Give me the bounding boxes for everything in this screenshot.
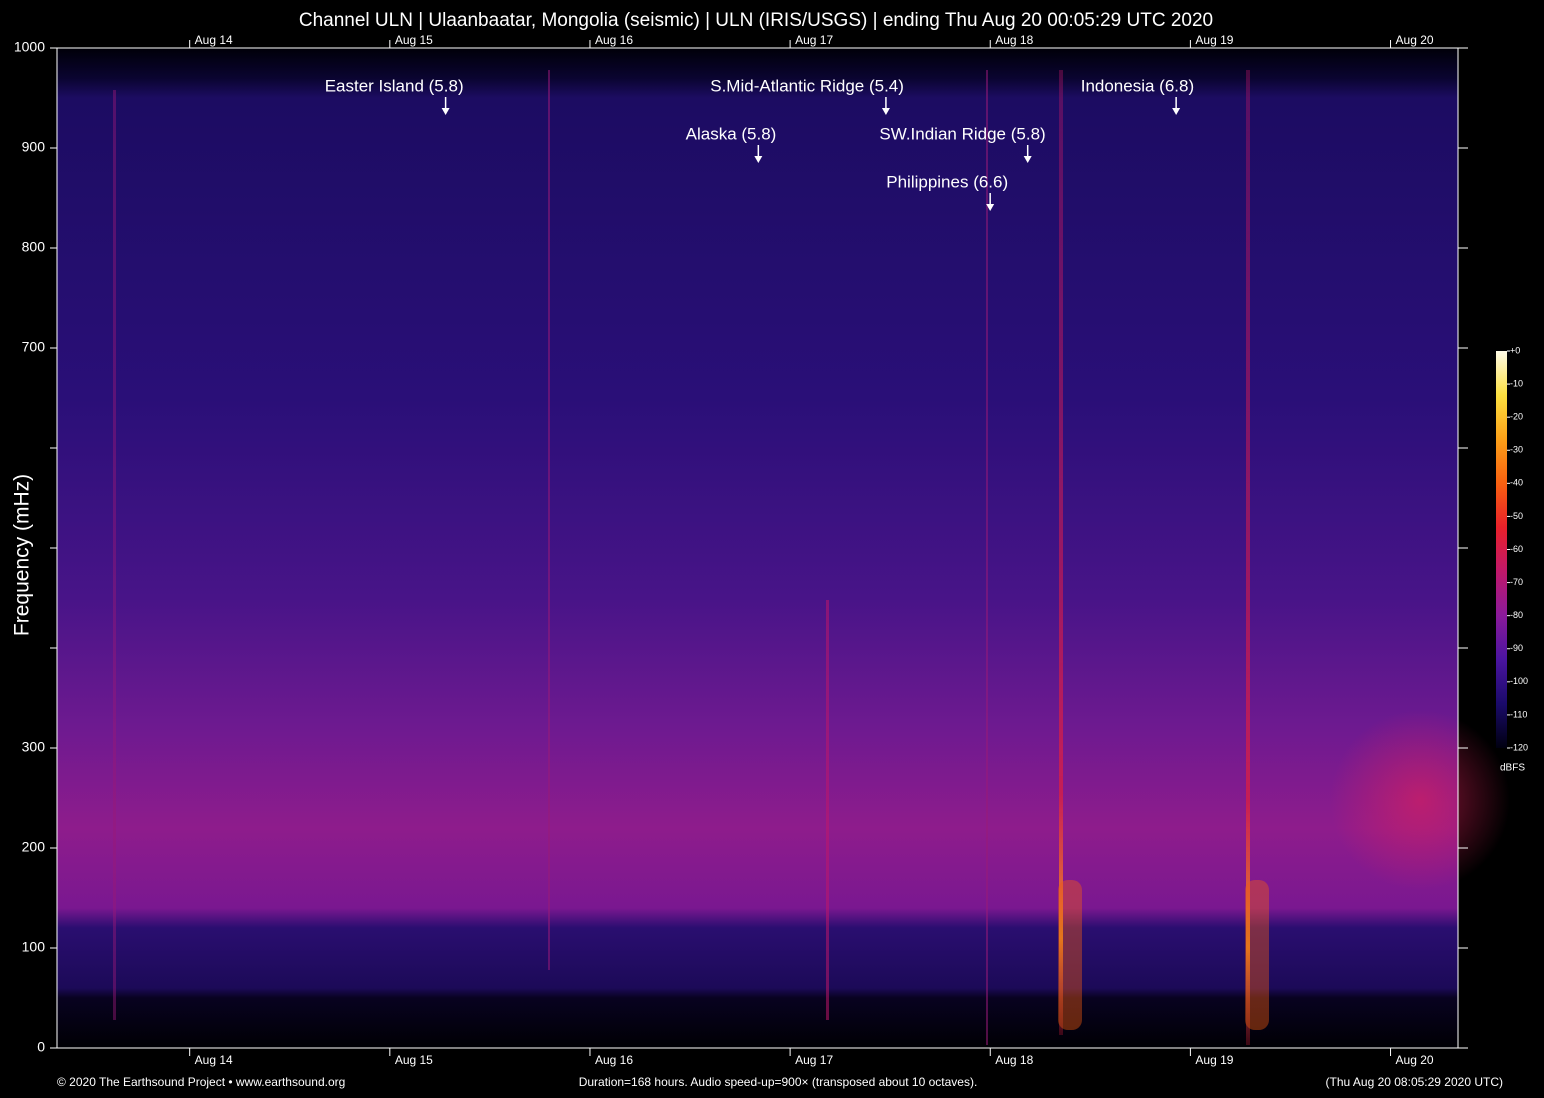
colorbar-tick-label: -120 (1510, 742, 1528, 752)
colorbar-tick-label: -70 (1510, 577, 1523, 587)
x-tick-label: Aug 19 (1195, 33, 1233, 47)
x-tick-label: Aug 16 (595, 1053, 633, 1067)
colorbar-tick-label: -60 (1510, 544, 1523, 554)
colorbar-tick-label: -30 (1510, 445, 1523, 455)
colorbar-tick-label: -90 (1510, 643, 1523, 653)
footer-left: © 2020 The Earthsound Project • www.eart… (57, 1075, 345, 1089)
y-tick-label: 700 (22, 339, 46, 355)
x-tick-label: Aug 20 (1396, 1053, 1434, 1067)
annotation-label: S.Mid-Atlantic Ridge (5.4) (710, 76, 904, 95)
x-tick-label: Aug 17 (795, 1053, 833, 1067)
colorbar-tick-label: -100 (1510, 676, 1528, 686)
y-axis-label: Frequency (mHz) (11, 474, 34, 636)
annotation-arrowhead (986, 204, 995, 211)
spectrogram-background (57, 48, 1458, 1048)
y-tick-label: 300 (22, 739, 46, 755)
x-tick-label: Aug 20 (1396, 33, 1434, 47)
x-tick-label: Aug 15 (395, 33, 433, 47)
x-tick-label: Aug 14 (195, 33, 233, 47)
streak (1059, 70, 1063, 1035)
streak (1246, 70, 1250, 1045)
colorbar-label: dBFS (1500, 763, 1525, 774)
annotation-label: Indonesia (6.8) (1081, 76, 1194, 95)
colorbar (1496, 351, 1507, 748)
colorbar-tick-label: -20 (1510, 412, 1523, 422)
colorbar-tick-label: -80 (1510, 610, 1523, 620)
colorbar-tick-label: -10 (1510, 378, 1523, 388)
annotation-label: Philippines (6.6) (886, 172, 1008, 191)
x-tick-label: Aug 16 (595, 33, 633, 47)
x-tick-label: Aug 19 (1195, 1053, 1233, 1067)
y-tick-label: 800 (22, 239, 46, 255)
streak (826, 600, 829, 1020)
annotation-label: SW.Indian Ridge (5.8) (879, 124, 1045, 143)
streak (1245, 880, 1269, 1030)
colorbar-tick-label: -40 (1510, 478, 1523, 488)
y-tick-label: 900 (22, 139, 46, 155)
annotation-arrowhead (441, 108, 450, 115)
x-tick-label: Aug 15 (395, 1053, 433, 1067)
annotation-arrowhead (754, 156, 763, 163)
x-tick-label: Aug 17 (795, 33, 833, 47)
spectrogram-streaks (113, 70, 1269, 1045)
x-tick-label: Aug 14 (195, 1053, 233, 1067)
streak (548, 70, 550, 970)
annotation-arrowhead (881, 108, 890, 115)
streak (986, 70, 988, 1045)
y-tick-label: 0 (37, 1039, 45, 1055)
annotation-arrowhead (1172, 108, 1181, 115)
streak (1058, 880, 1082, 1030)
footer-right: (Thu Aug 20 08:05:29 2020 UTC) (1326, 1075, 1503, 1089)
x-tick-label: Aug 18 (995, 33, 1033, 47)
streak (113, 90, 116, 1020)
y-tick-label: 1000 (14, 39, 45, 55)
annotation-label: Alaska (5.8) (686, 124, 777, 143)
chart-title: Channel ULN | Ulaanbaatar, Mongolia (sei… (299, 10, 1213, 31)
colorbar-tick-label: -50 (1510, 511, 1523, 521)
annotation-arrowhead (1023, 156, 1032, 163)
y-tick-label: 200 (22, 839, 46, 855)
annotation-label: Easter Island (5.8) (325, 76, 464, 95)
y-tick-label: 100 (22, 939, 46, 955)
colorbar-tick-label: -110 (1510, 709, 1527, 719)
colorbar-tick-label: +0 (1510, 345, 1520, 355)
spectrogram-glow (1330, 710, 1510, 890)
x-tick-label: Aug 18 (995, 1053, 1033, 1067)
footer-center: Duration=168 hours. Audio speed-up=900× … (579, 1075, 978, 1089)
